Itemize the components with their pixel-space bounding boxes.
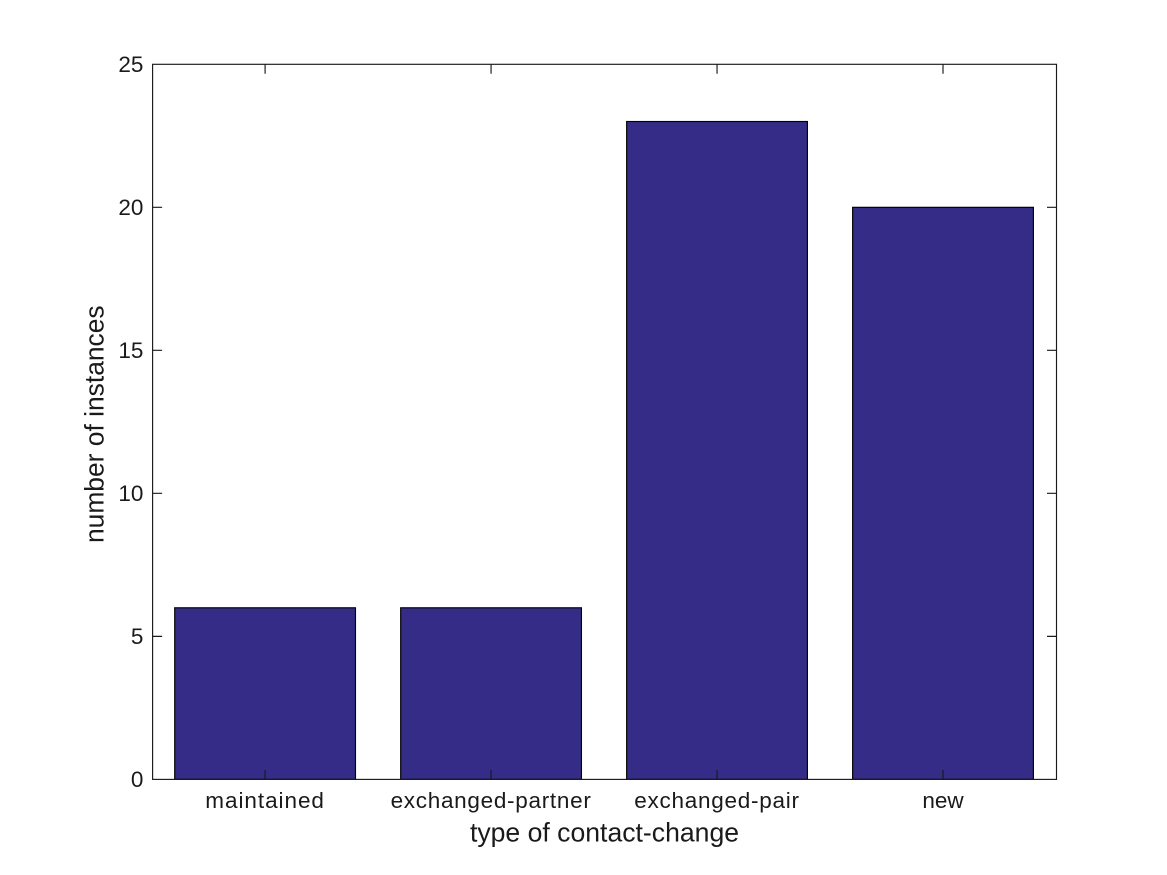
svg-text:10: 10 — [118, 481, 143, 506]
svg-text:5: 5 — [131, 624, 144, 649]
svg-text:25: 25 — [118, 52, 143, 77]
svg-text:type of contact-change: type of contact-change — [470, 818, 739, 848]
svg-text:20: 20 — [118, 195, 143, 220]
svg-text:15: 15 — [118, 338, 143, 363]
svg-text:0: 0 — [131, 767, 144, 792]
svg-text:new: new — [922, 788, 964, 813]
svg-text:maintained: maintained — [205, 788, 325, 813]
svg-text:number of instances: number of instances — [79, 305, 109, 543]
svg-text:exchanged-pair: exchanged-pair — [634, 788, 799, 813]
svg-text:exchanged-partner: exchanged-partner — [391, 788, 592, 813]
